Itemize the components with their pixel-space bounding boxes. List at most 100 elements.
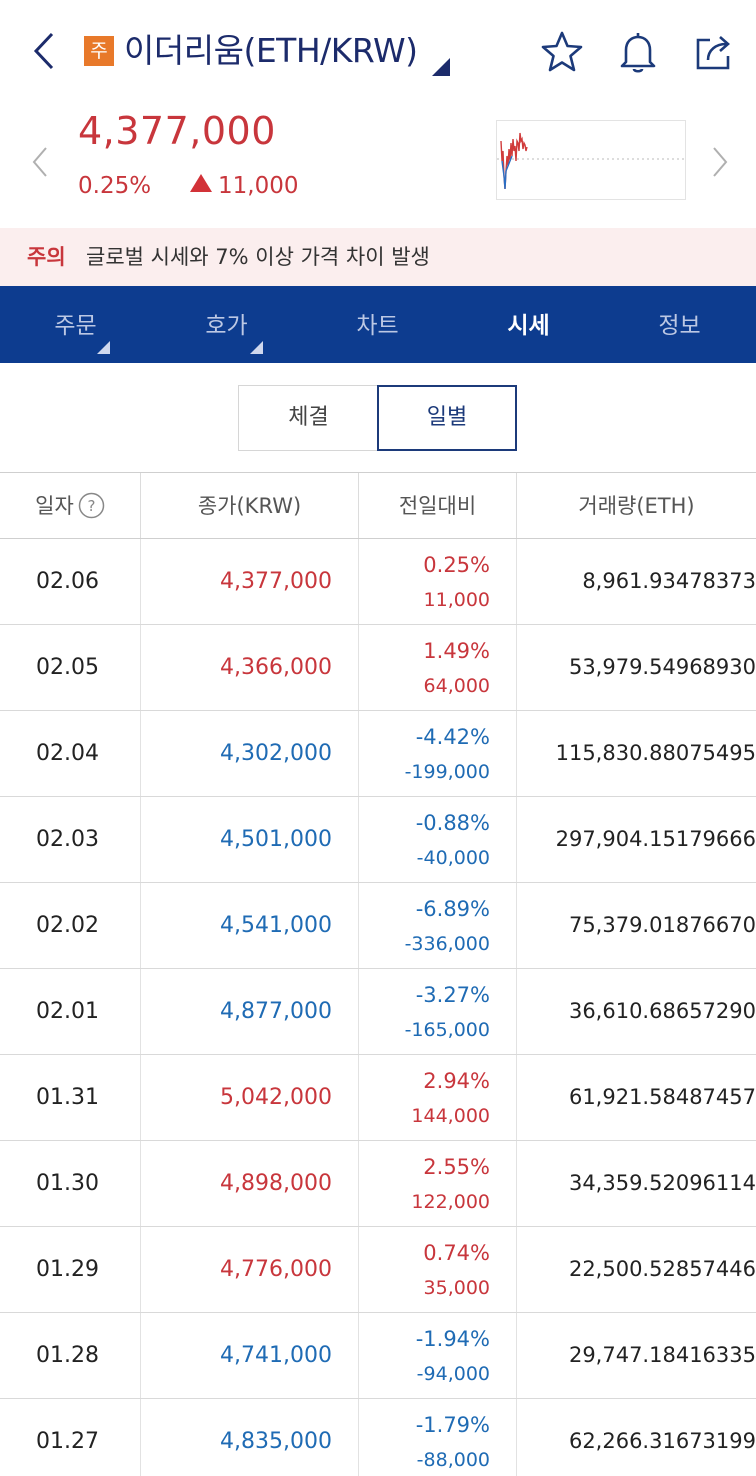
tab-label: 차트 [356,313,399,339]
change-rate: 0.25% [78,173,152,199]
row-close-price: 4,741,000 [140,1313,358,1398]
submenu-corner-icon [97,341,110,354]
coin-title[interactable]: 이더리움(ETH/KRW) [124,31,418,70]
header-date: 일자? [0,473,140,538]
row-change-rate: 0.74% [423,1241,490,1265]
row-change: -6.89% -336,000 [358,883,516,968]
up-triangle-icon [190,174,212,192]
row-change-rate: 2.55% [423,1155,490,1179]
row-volume: 62,266.31673199 [516,1399,756,1476]
segment-trades[interactable]: 체결 [238,385,378,451]
row-change-rate: 1.49% [423,639,490,663]
mini-price-chart[interactable] [496,120,687,200]
row-volume: 115,830.88075495 [516,711,756,796]
market-badge: 주 [84,36,114,66]
row-volume: 29,747.18416335 [516,1313,756,1398]
table-row[interactable]: 02.03 4,501,000 -0.88% -40,000 297,904.15179… [0,797,756,883]
table-row[interactable]: 02.04 4,302,000 -4.42% -199,000 115,830.8807… [0,711,756,797]
table-row[interactable]: 01.31 5,042,000 2.94% 144,000 61,921.5848745… [0,1055,756,1141]
star-icon[interactable] [538,28,586,76]
row-volume: 297,904.15179666 [516,797,756,882]
tab-price[interactable]: 시세 [453,286,604,363]
row-change-amount: -199,000 [404,761,490,783]
row-volume: 36,610.68657290 [516,969,756,1054]
row-change-amount: 11,000 [423,589,490,611]
row-change-amount: -88,000 [416,1449,490,1471]
tab-chart[interactable]: 차트 [302,286,453,363]
row-change-rate: -4.42% [415,725,490,749]
table-body: 02.06 4,377,000 0.25% 11,000 8,961.93478373 0… [0,539,756,1476]
row-volume: 34,359.52096114 [516,1141,756,1226]
row-volume: 8,961.93478373 [516,539,756,624]
row-volume: 22,500.52857446 [516,1227,756,1312]
row-change-amount: 144,000 [411,1105,490,1127]
row-close-price: 4,835,000 [140,1399,358,1476]
daily-price-table: 일자? 종가(KRW) 전일대비 거래량(ETH) 02.06 4,377,000… [0,472,756,1476]
row-close-price: 4,877,000 [140,969,358,1054]
tab-info[interactable]: 정보 [604,286,755,363]
submenu-corner-icon [250,341,263,354]
table-row[interactable]: 02.02 4,541,000 -6.89% -336,000 75,379.01876… [0,883,756,969]
row-date: 02.06 [36,569,99,594]
row-close-price: 4,898,000 [140,1141,358,1226]
table-row[interactable]: 02.01 4,877,000 -3.27% -165,000 36,610.68657… [0,969,756,1055]
row-change: 0.25% 11,000 [358,539,516,624]
row-volume: 53,979.54968930 [516,625,756,710]
tab-orderbook[interactable]: 호가 [151,286,302,363]
table-header: 일자? 종가(KRW) 전일대비 거래량(ETH) [0,473,756,539]
row-close-price: 4,302,000 [140,711,358,796]
row-date: 01.28 [36,1343,99,1368]
table-row[interactable]: 01.27 4,835,000 -1.79% -88,000 62,266.316731… [0,1399,756,1476]
row-close-price: 4,377,000 [140,539,358,624]
row-change: -1.94% -94,000 [358,1313,516,1398]
row-change-rate: 0.25% [423,553,490,577]
row-change-amount: 64,000 [423,675,490,697]
row-change: 1.49% 64,000 [358,625,516,710]
header-close: 종가(KRW) [140,473,358,538]
table-row[interactable]: 01.30 4,898,000 2.55% 122,000 34,359.5209611… [0,1141,756,1227]
row-change: 2.55% 122,000 [358,1141,516,1226]
tab-order[interactable]: 주문 [0,286,151,363]
tab-label: 정보 [658,313,701,339]
change-amount: 11,000 [190,170,298,202]
header-date-label: 일자 [35,494,74,518]
tab-label: 시세 [507,313,550,339]
row-volume: 61,921.58487457 [516,1055,756,1140]
row-change-amount: -40,000 [416,847,490,869]
svg-text:?: ? [87,497,95,515]
row-date: 02.03 [36,827,99,852]
row-change-amount: -94,000 [416,1363,490,1385]
share-icon[interactable] [690,28,738,76]
table-row[interactable]: 02.06 4,377,000 0.25% 11,000 8,961.93478373 [0,539,756,625]
row-change-amount: -336,000 [404,933,490,955]
segment-daily[interactable]: 일별 [377,385,517,451]
row-date: 01.27 [36,1429,99,1454]
row-date: 02.05 [36,655,99,680]
tab-label: 호가 [205,313,248,339]
bell-icon[interactable] [614,28,662,76]
table-row[interactable]: 02.05 4,366,000 1.49% 64,000 53,979.54968930 [0,625,756,711]
row-change-rate: -0.88% [415,811,490,835]
warning-banner: 주의 글로벌 시세와 7% 이상 가격 차이 발생 [0,228,756,286]
row-change: 0.74% 35,000 [358,1227,516,1312]
row-date: 02.04 [36,741,99,766]
row-close-price: 4,501,000 [140,797,358,882]
tab-label: 주문 [54,313,97,339]
table-row[interactable]: 01.28 4,741,000 -1.94% -94,000 29,747.184163… [0,1313,756,1399]
dropdown-caret-icon[interactable] [432,58,450,76]
warning-text: 글로벌 시세와 7% 이상 가격 차이 발생 [86,245,430,269]
row-date: 02.02 [36,913,99,938]
row-change: -1.79% -88,000 [358,1399,516,1476]
change-value: 11,000 [218,173,299,199]
chevron-right-icon[interactable] [704,142,734,182]
back-icon[interactable] [26,28,66,74]
header-change: 전일대비 [358,473,516,538]
chevron-left-icon[interactable] [26,142,56,182]
row-change: 2.94% 144,000 [358,1055,516,1140]
row-change: -4.42% -199,000 [358,711,516,796]
current-price: 4,377,000 [78,109,276,153]
help-icon[interactable]: ? [78,479,105,519]
row-change-amount: -165,000 [404,1019,490,1041]
row-close-price: 5,042,000 [140,1055,358,1140]
table-row[interactable]: 01.29 4,776,000 0.74% 35,000 22,500.52857446 [0,1227,756,1313]
